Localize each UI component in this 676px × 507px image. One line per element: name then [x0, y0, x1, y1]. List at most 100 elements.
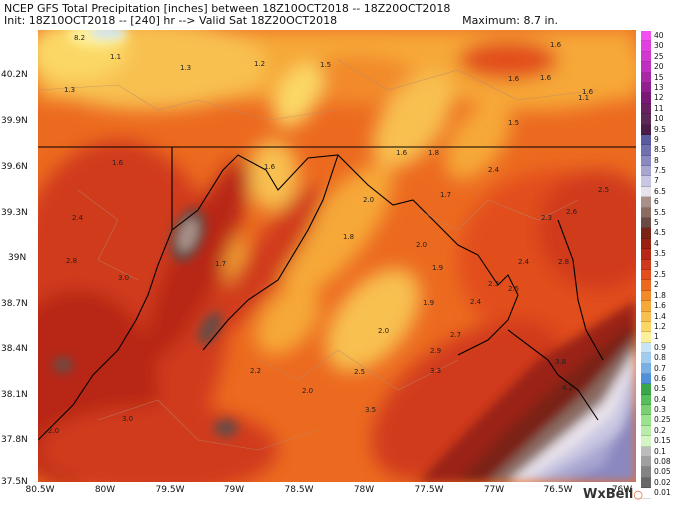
colorbar-label: 20 [654, 62, 664, 72]
precip-value-label: 3.0 [118, 274, 129, 282]
colorbar-swatch [641, 176, 651, 187]
colorbar-label: 4 [654, 238, 659, 248]
precip-value-label: 2.7 [450, 331, 461, 339]
precip-value-label: 3.0 [122, 415, 133, 423]
precip-value-label: 1.6 [550, 41, 562, 49]
lat-label: 39.6N [1, 162, 28, 172]
precip-value-label: 2.4 [72, 214, 84, 222]
colorbar-swatch [641, 488, 651, 499]
colorbar-label: 25 [654, 51, 664, 61]
colorbar-label: 40 [654, 31, 664, 40]
lat-label: 38.1N [1, 390, 28, 400]
precip-value-label: 1.8 [343, 233, 354, 241]
colorbar-swatch [641, 62, 651, 73]
colorbar-label: 0.9 [654, 342, 666, 352]
precip-value-label: 2.4 [470, 298, 482, 306]
colorbar-label: 0.3 [654, 405, 666, 415]
colorbar-swatch [641, 446, 651, 458]
colorbar [641, 31, 651, 499]
colorbar-swatch [641, 436, 651, 447]
lon-label: 79W [223, 485, 245, 495]
colorbar-label: 6.5 [654, 186, 666, 196]
colorbar-label: 0.5 [654, 384, 666, 394]
colorbar-label: 15 [654, 72, 664, 82]
colorbar-swatch [641, 228, 651, 239]
wxbell-logo: WxBell○ [583, 487, 643, 502]
colorbar-label: 0.05 [654, 467, 671, 477]
precip-value-label: 2.0 [416, 241, 427, 249]
lon-label: 79.5W [155, 485, 185, 495]
lat-label: 38.7N [1, 299, 28, 309]
precipitation-value-labels: 8.2 1.1 1.3 1.2 1.5 1.6 1.6 1.6 1.6 1.3 1.1 1.5 1.6 1… [48, 34, 609, 435]
colorbar-swatch [641, 238, 651, 250]
colorbar-label: 3 [654, 259, 659, 269]
colorbar-label: 4.5 [654, 228, 666, 238]
colorbar-swatch [641, 467, 651, 478]
colorbar-label: 9 [654, 134, 659, 144]
lat-label: 38.4N [1, 344, 28, 354]
colorbar-swatch [641, 93, 651, 104]
colorbar-label: 11 [654, 103, 664, 113]
colorbar-swatch [641, 342, 651, 354]
precip-value-label: 2.3 [541, 214, 552, 222]
precip-value-label: 1.7 [440, 191, 451, 199]
colorbar-swatch [641, 415, 651, 426]
precip-value-label: 1.9 [432, 264, 443, 272]
colorbar-label: 1.6 [654, 301, 666, 311]
precip-value-label: 2.9 [430, 347, 441, 355]
colorbar-swatch [641, 301, 651, 312]
precip-value-label: 1.6 [264, 163, 276, 171]
precip-value-label: 1.5 [508, 119, 519, 127]
colorbar-label: 1.8 [654, 290, 666, 300]
colorbar-swatch [641, 103, 651, 115]
colorbar-label: 0.01 [654, 488, 671, 498]
colorbar-swatch [641, 249, 651, 260]
colorbar-swatch [641, 124, 651, 135]
colorbar-label: 3.5 [654, 249, 666, 259]
colorbar-swatch [641, 373, 651, 385]
colorbar-swatch [641, 290, 651, 302]
colorbar-swatch [641, 321, 651, 333]
colorbar-label: 8.5 [654, 145, 666, 155]
colorbar-swatch [641, 332, 651, 343]
precip-value-label: 2.5 [354, 368, 365, 376]
precip-value-label: 1.1 [110, 53, 121, 61]
lon-label: 78W [353, 485, 375, 495]
precip-value-label: 1.5 [320, 61, 331, 69]
lat-label: 39.9N [1, 116, 28, 126]
colorbar-label: 0.7 [654, 363, 666, 373]
colorbar-label: 0.2 [654, 425, 666, 435]
precip-value-label: 1.6 [112, 159, 124, 167]
precip-value-label: 3.8 [555, 358, 566, 366]
colorbar-label: 0.08 [654, 457, 671, 467]
colorbar-swatch [641, 166, 651, 177]
lat-label: 37.8N [1, 435, 28, 445]
colorbar-label: 9.5 [654, 124, 666, 134]
lon-label: 77.5W [414, 485, 444, 495]
colorbar-label: 1 [654, 332, 659, 342]
colorbar-swatch [641, 477, 651, 489]
colorbar-swatch [641, 394, 651, 406]
colorbar-labels: 40 30 25 20 15 13 12 11 10 9.5 9 8.5 8 7.5 7 6.5 6 5.5 5 4.… [654, 31, 676, 499]
precip-value-label: 1.9 [423, 299, 434, 307]
lon-label: 80.5W [25, 485, 55, 495]
colorbar-label: 10 [654, 114, 664, 124]
colorbar-label: 0.4 [654, 394, 666, 404]
precip-value-label: 2.4 [518, 258, 530, 266]
precip-value-label: 1.7 [215, 260, 226, 268]
colorbar-swatch [641, 134, 651, 146]
precip-value-label: 2.3 [488, 280, 499, 288]
precip-value-label: 1.6 [508, 75, 520, 83]
colorbar-swatch [641, 114, 651, 125]
colorbar-swatch [641, 41, 651, 52]
precip-value-label: 2.8 [558, 258, 569, 266]
precip-value-label: 3.3 [430, 367, 441, 375]
colorbar-label: 1.2 [654, 321, 666, 331]
colorbar-label: 0.6 [654, 373, 666, 383]
colorbar-label: 0.8 [654, 353, 666, 363]
brand-dot-icon: ○ [633, 488, 643, 501]
colorbar-swatch [641, 82, 651, 94]
colorbar-label: 1.4 [654, 311, 666, 321]
colorbar-label: 5 [654, 218, 659, 228]
precip-value-label: 1.3 [180, 64, 191, 72]
